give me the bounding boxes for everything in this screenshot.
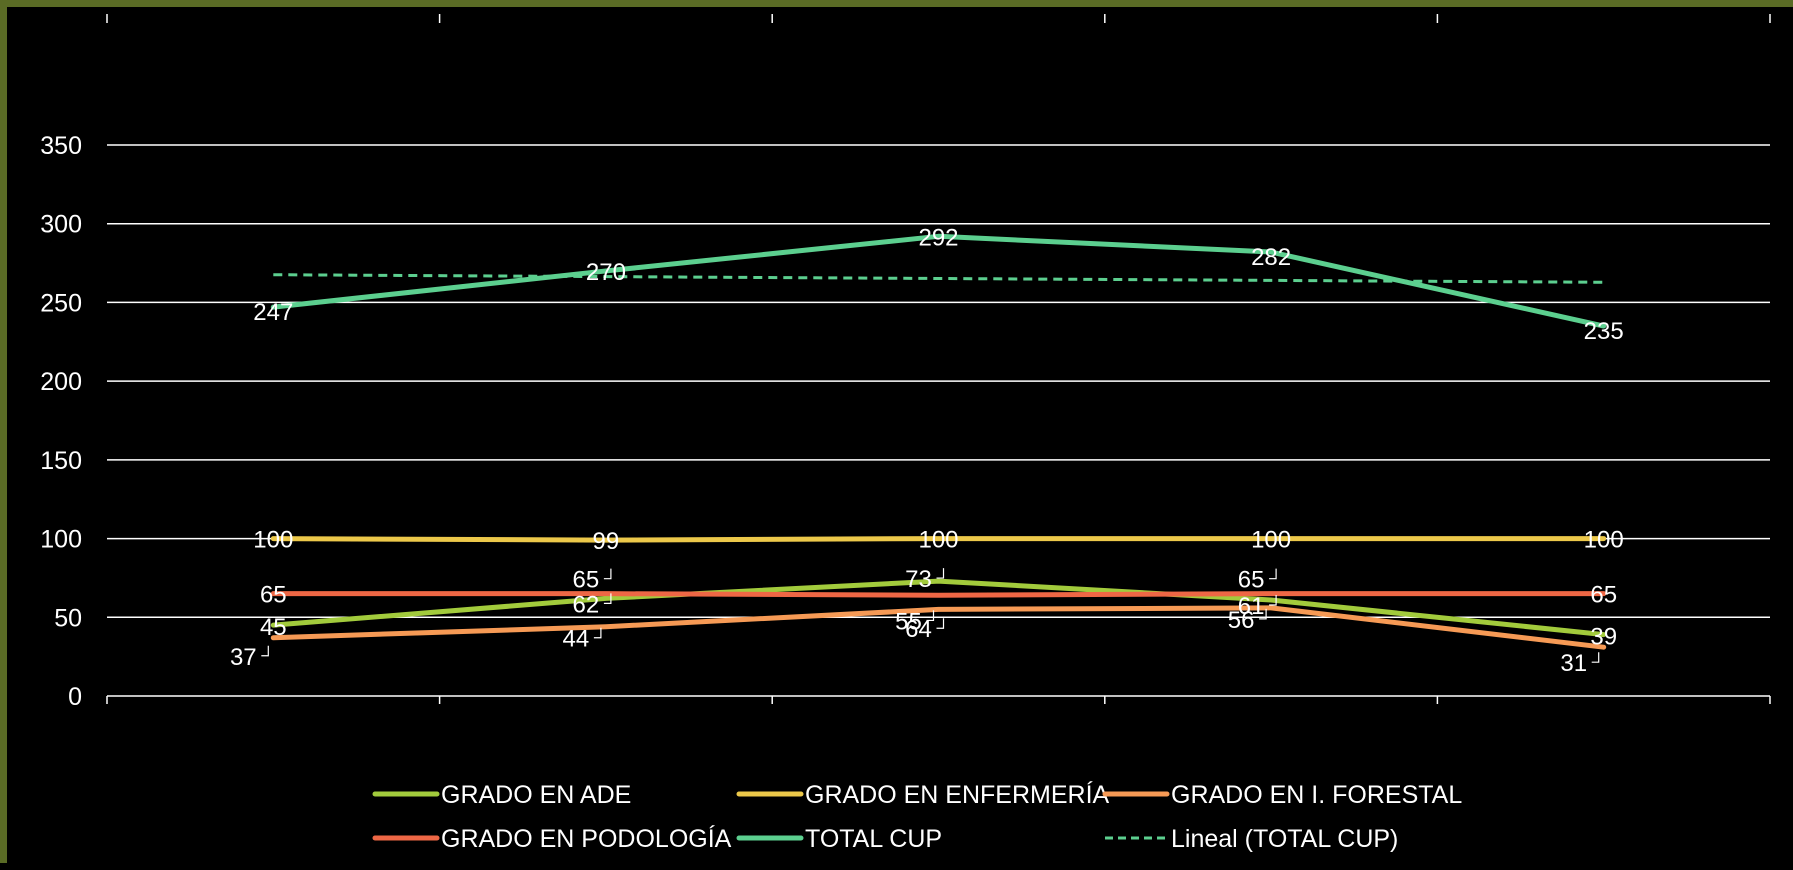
x-axis <box>106 14 1771 704</box>
data-label: 282 <box>1251 244 1291 271</box>
data-label: 62 <box>573 591 600 618</box>
data-label-leader <box>1259 608 1267 620</box>
legend-label: GRADO EN ADE <box>441 781 631 809</box>
data-label: 100 <box>1584 527 1624 554</box>
legend-label: TOTAL CUP <box>805 825 942 853</box>
series-line-4 <box>270 233 1607 329</box>
data-label: 235 <box>1584 318 1624 345</box>
data-label-leader <box>261 645 269 657</box>
data-label: 56 <box>1228 607 1255 634</box>
data-label: 100 <box>1251 527 1291 554</box>
legend-item: GRADO EN PODOLOGÍA <box>372 824 732 853</box>
data-label: 45 <box>260 614 287 641</box>
data-label: 65 <box>1238 567 1265 594</box>
data-label: 55 <box>895 608 922 635</box>
y-tick-label: 300 <box>40 211 82 239</box>
legend: GRADO EN ADE GRADO EN ENFERMERÍA GRADO EN … <box>372 780 1462 853</box>
data-label-leader <box>936 618 945 629</box>
data-label: 65 <box>1590 582 1617 609</box>
data-label-leader <box>603 568 612 580</box>
series-line-2 <box>270 605 1607 650</box>
data-label-leader <box>1269 594 1277 606</box>
legend-item: GRADO EN I. FORESTAL <box>1102 781 1462 809</box>
data-label: 270 <box>586 259 626 286</box>
data-label: 64 <box>905 616 932 643</box>
data-label: 99 <box>593 528 620 555</box>
y-tick-label: 250 <box>40 289 82 317</box>
legend-label: GRADO EN I. FORESTAL <box>1171 781 1462 809</box>
legend-label: GRADO EN PODOLOGÍA <box>441 824 732 853</box>
y-axis-tick-labels: 0 50 100 150 200 250 300 350 <box>40 132 82 711</box>
data-label: 73 <box>905 566 932 593</box>
series-line-0 <box>270 578 1607 638</box>
y-tick-label: 350 <box>40 132 82 160</box>
data-label-leader <box>936 568 945 579</box>
y-tick-label: 0 <box>68 683 82 711</box>
data-label: 61 <box>1238 593 1265 620</box>
y-tick-label: 200 <box>40 368 82 396</box>
legend-label: Lineal (TOTAL CUP) <box>1171 825 1398 853</box>
legend-item: TOTAL CUP <box>736 825 942 853</box>
data-label: 37 <box>230 644 257 671</box>
data-label: 65 <box>260 582 287 609</box>
data-label-leader <box>1269 568 1277 580</box>
y-tick-label: 50 <box>54 604 82 632</box>
series-lines <box>270 233 1607 650</box>
y-tick-label: 150 <box>40 447 82 475</box>
data-labels: 45 62 73 61 39 100 99 100 100 100 37 44 55 56 31 65 65 64… <box>230 224 1624 677</box>
data-label-leader <box>1591 652 1600 663</box>
data-label: 31 <box>1560 650 1587 677</box>
line-chart: 0 50 100 150 200 250 300 350 45 62 73 61 39 100 99 100… <box>40 14 1771 853</box>
legend-item: Lineal (TOTAL CUP) <box>1105 825 1398 853</box>
data-label: 65 <box>573 567 600 594</box>
data-label: 247 <box>253 299 293 326</box>
data-label: 100 <box>918 527 958 554</box>
y-tick-label: 100 <box>40 526 82 554</box>
legend-item: GRADO EN ENFERMERÍA <box>736 780 1110 809</box>
series-line-3 <box>270 591 1607 598</box>
data-label-leader <box>926 610 935 622</box>
data-label: 100 <box>253 527 293 554</box>
legend-label: GRADO EN ENFERMERÍA <box>805 780 1110 809</box>
data-label: 292 <box>918 224 958 251</box>
series-line-1 <box>270 536 1607 543</box>
trendline-total-cup <box>273 273 1604 284</box>
legend-item: GRADO EN ADE <box>372 781 631 809</box>
data-label-leader <box>603 593 612 604</box>
data-label-leader <box>593 627 602 639</box>
data-label: 39 <box>1590 624 1617 651</box>
data-label: 44 <box>563 626 590 653</box>
